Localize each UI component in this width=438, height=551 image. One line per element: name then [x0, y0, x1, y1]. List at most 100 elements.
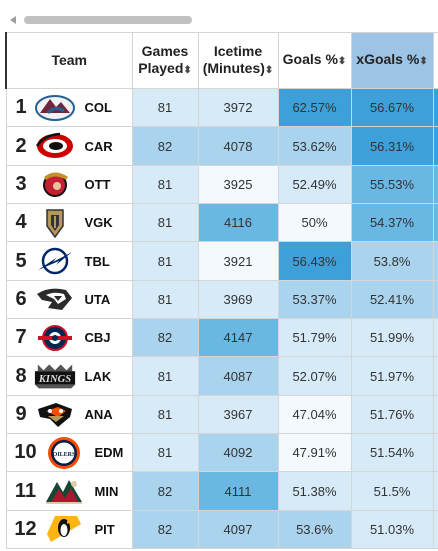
table-row[interactable]: 7 CBJ 82 4147 51.79% 51.99%	[5, 318, 438, 358]
team-cell[interactable]: 4 VGK	[5, 203, 133, 243]
sort-icon[interactable]: ⬍	[337, 56, 347, 67]
table-row[interactable]: 8 KINGS LAK 81 4087 52.07% 51.97%	[5, 356, 438, 396]
next-column-cell	[432, 433, 438, 473]
xgoals-pct-cell: 56.31%	[350, 126, 434, 166]
team-cell[interactable]: 1 COL	[5, 87, 133, 128]
avalanche-logo-icon	[33, 92, 77, 124]
team-abbreviation: UTA	[84, 291, 111, 307]
goals-pct-cell: 47.91%	[277, 433, 352, 473]
team-cell[interactable]: 8 KINGS LAK	[5, 356, 133, 396]
table-row[interactable]: 4 VGK 81 4116 50% 54.37%	[5, 203, 438, 243]
games-played-cell: 81	[131, 241, 199, 281]
rank-number: 12	[14, 517, 37, 540]
goals-pct-cell: 56.43%	[277, 241, 352, 281]
table-row[interactable]: 12 PIT 82 4097 53.6% 51.03%	[5, 509, 438, 550]
goals-pct-cell: 51.38%	[277, 471, 352, 511]
table-row[interactable]: 10 OILERS EDM 81 4092 47.91% 51.54%	[5, 433, 438, 473]
rank-number: 2	[15, 134, 27, 157]
goals-pct-cell: 52.07%	[277, 356, 352, 396]
table-row[interactable]: 5 TBL 81 3921 56.43% 53.8%	[5, 241, 438, 281]
xgoals-pct-cell: 51.03%	[350, 509, 434, 550]
team-abbreviation: PIT	[94, 521, 115, 537]
games-played-cell: 81	[131, 87, 199, 128]
rank-number: 7	[15, 326, 27, 349]
column-header-xgoals-pct[interactable]: xGoals %⬍	[350, 32, 434, 89]
xgoals-pct-cell: 52.41%	[350, 279, 434, 320]
team-abbreviation: OTT	[84, 176, 111, 192]
icetime-cell: 4111	[197, 471, 279, 511]
team-abbreviation: LAK	[84, 368, 112, 384]
column-header-icetime[interactable]: Icetime (Minutes)⬍	[197, 32, 279, 89]
xgoals-pct-cell: 51.99%	[350, 318, 434, 358]
table-row[interactable]: 11 MIN 82 4111 51.38% 51.5%	[5, 471, 438, 511]
next-column-cell	[432, 509, 438, 550]
goals-pct-cell: 62.57%	[277, 87, 352, 128]
column-header-goals-pct[interactable]: Goals %⬍	[277, 32, 352, 89]
games-played-cell: 81	[131, 433, 199, 473]
utah-logo-icon	[33, 283, 77, 315]
icetime-cell: 4147	[197, 318, 279, 358]
sort-icon[interactable]: ⬍	[419, 56, 428, 67]
rank-number: 3	[15, 172, 27, 195]
column-header-team[interactable]: Team	[5, 32, 133, 89]
column-header-next[interactable]	[432, 32, 438, 89]
xgoals-pct-cell: 51.5%	[350, 471, 434, 511]
games-header-label-1: Games	[141, 42, 189, 59]
table-row[interactable]: 6 UTA 81 3969 53.37% 52.41%	[5, 279, 438, 320]
xgoals-pct-cell: 51.76%	[350, 394, 434, 435]
icetime-cell: 3967	[197, 394, 279, 435]
oilers-logo-text: OILERS	[53, 452, 76, 458]
icetime-cell: 3969	[197, 279, 279, 320]
sort-icon[interactable]: ⬍	[183, 64, 192, 76]
team-cell[interactable]: 10 OILERS EDM	[5, 433, 133, 473]
column-header-games-played[interactable]: Games Played⬍	[131, 32, 199, 89]
team-cell[interactable]: 7 CBJ	[5, 318, 133, 358]
team-cell[interactable]: 2 CAR	[5, 126, 133, 166]
team-cell[interactable]: 9 ANA	[5, 394, 133, 435]
scroll-left-arrow-icon[interactable]	[10, 16, 16, 24]
next-column-cell	[432, 126, 438, 166]
kings-logo-text: KINGS	[37, 374, 70, 385]
team-abbreviation: ANA	[84, 406, 113, 422]
horizontal-scrollbar[interactable]	[0, 0, 438, 28]
team-cell[interactable]: 5 TBL	[5, 241, 133, 281]
goals-pct-cell: 53.6%	[277, 509, 352, 550]
icetime-cell: 4097	[197, 509, 279, 550]
table-row[interactable]: 2 CAR 82 4078 53.62% 56.31%	[5, 126, 438, 166]
team-abbreviation: COL	[84, 100, 112, 116]
oilers-logo-icon: OILERS	[42, 436, 87, 469]
xgoals-pct-cell: 55.53%	[350, 164, 434, 205]
team-cell[interactable]: 3 OTT	[5, 164, 133, 205]
scrollbar-thumb[interactable]	[24, 16, 192, 24]
senators-logo-icon	[33, 168, 77, 200]
icetime-cell: 4116	[197, 203, 279, 243]
team-abbreviation: CAR	[84, 138, 113, 154]
xgoals-pct-cell: 53.8%	[350, 241, 434, 281]
team-abbreviation: TBL	[84, 253, 110, 269]
rank-number: 1	[15, 96, 27, 119]
next-column-cell	[432, 356, 438, 396]
kings-logo-icon: KINGS	[33, 360, 77, 392]
games-played-cell: 81	[131, 394, 199, 435]
games-played-cell: 82	[131, 318, 199, 358]
sort-icon[interactable]: ⬍	[264, 64, 274, 76]
next-column-cell	[432, 164, 438, 205]
goals-pct-cell: 50%	[277, 203, 352, 243]
team-cell[interactable]: 6 UTA	[5, 279, 133, 320]
team-abbreviation: VGK	[84, 215, 113, 231]
next-column-cell	[432, 87, 438, 128]
icetime-cell: 3972	[197, 87, 279, 128]
team-cell[interactable]: 11 MIN	[5, 471, 133, 511]
next-column-cell	[432, 394, 438, 435]
games-played-cell: 82	[131, 509, 199, 550]
table-row[interactable]: 9 ANA 81 3967 47.04% 51.76%	[5, 394, 438, 435]
icetime-cell: 3925	[197, 164, 279, 205]
team-cell[interactable]: 12 PIT	[5, 509, 133, 550]
ducks-logo-icon	[33, 398, 77, 430]
games-played-cell: 81	[131, 356, 199, 396]
xgoals-pct-cell: 51.97%	[350, 356, 434, 396]
table-row[interactable]: 1 COL 81 3972 62.57% 56.67%	[5, 87, 438, 128]
games-header-label-2: Played	[138, 59, 184, 76]
golden-knights-logo-icon	[33, 207, 77, 239]
table-row[interactable]: 3 OTT 81 3925 52.49% 55.53%	[5, 164, 438, 205]
